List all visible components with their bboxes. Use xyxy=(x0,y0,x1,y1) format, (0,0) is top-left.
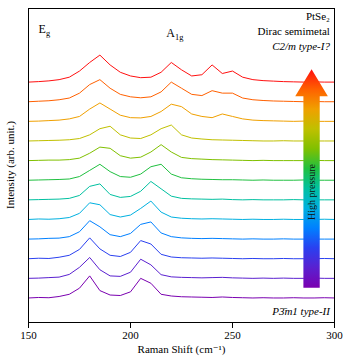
svg-text:PtSe₂: PtSe₂ xyxy=(306,10,330,22)
svg-text:High pressure: High pressure xyxy=(306,164,317,220)
svg-text:Dirac semimetal: Dirac semimetal xyxy=(258,25,330,37)
svg-text:P3̄m1 type-II: P3̄m1 type-II xyxy=(271,305,331,317)
svg-text:Intensity (arb. unit.): Intensity (arb. unit.) xyxy=(4,121,17,209)
svg-text:300: 300 xyxy=(326,329,343,341)
svg-text:250: 250 xyxy=(224,329,241,341)
svg-text:A1g: A1g xyxy=(166,26,184,42)
svg-text:Eg: Eg xyxy=(39,22,51,38)
svg-text:Raman Shift (cm⁻¹): Raman Shift (cm⁻¹) xyxy=(138,343,226,356)
svg-text:150: 150 xyxy=(20,329,37,341)
svg-text:C2/m type-I?: C2/m type-I? xyxy=(272,40,330,52)
svg-text:200: 200 xyxy=(122,329,139,341)
